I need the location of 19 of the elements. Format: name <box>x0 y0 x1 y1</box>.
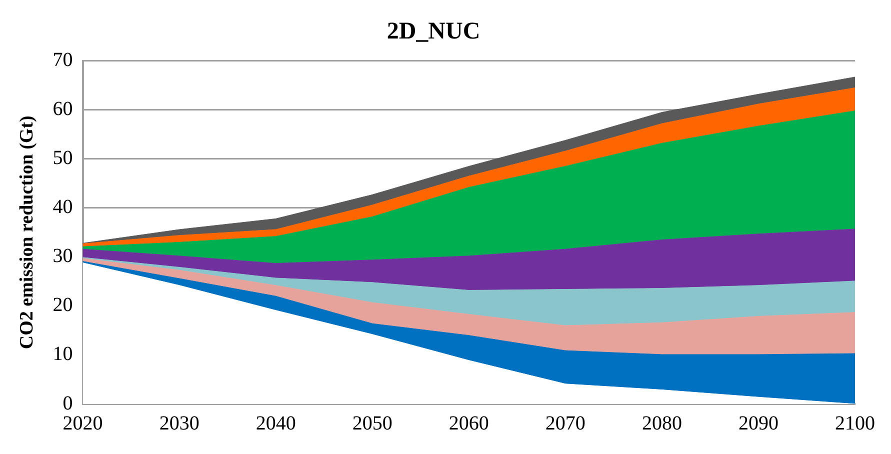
y-tick-label: 20 <box>52 294 73 316</box>
x-tick-label: 2080 <box>642 412 682 434</box>
x-tick-label: 2030 <box>159 412 200 434</box>
x-tick-label: 2100 <box>835 412 875 434</box>
y-tick-label: 10 <box>52 343 73 366</box>
y-tick-label: 30 <box>52 245 73 268</box>
x-tick-label: 2090 <box>738 412 778 434</box>
y-tick-label: 50 <box>52 147 73 170</box>
y-tick-label: 60 <box>52 98 73 120</box>
x-tick-label: 2060 <box>448 412 489 434</box>
x-tick-label: 2040 <box>256 412 296 434</box>
x-tick-label: 2020 <box>62 412 103 434</box>
y-tick-label: 0 <box>62 392 73 414</box>
x-tick-label: 2050 <box>352 412 392 434</box>
y-axis-title: CO2 emission reduction (Gt) <box>16 116 38 350</box>
y-tick-label: 70 <box>52 49 73 72</box>
x-tick-label: 2070 <box>545 412 586 434</box>
chart-title: 2D_NUC <box>386 18 480 45</box>
y-tick-label: 40 <box>52 196 73 218</box>
